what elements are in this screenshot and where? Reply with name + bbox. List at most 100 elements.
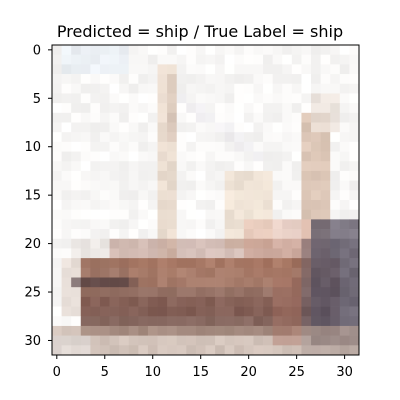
image-pixel: [186, 122, 197, 133]
image-pixel: [349, 132, 360, 143]
image-pixel: [138, 93, 149, 104]
image-pixel: [301, 267, 312, 278]
image-pixel: [311, 200, 321, 211]
image-pixel: [80, 209, 91, 220]
image-pixel: [80, 258, 91, 269]
image-pixel: [90, 64, 101, 75]
image-pixel: [61, 64, 72, 75]
image-pixel: [80, 83, 91, 94]
image-pixel: [291, 190, 302, 201]
image-pixel: [147, 248, 158, 259]
image-pixel: [291, 296, 302, 307]
image-pixel: [282, 306, 293, 317]
image-pixel: [311, 345, 321, 356]
image-pixel: [61, 306, 72, 317]
image-pixel: [138, 258, 149, 269]
image-pixel: [282, 200, 293, 211]
image-pixel: [138, 83, 149, 94]
image-pixel: [311, 180, 321, 191]
image-pixel: [147, 287, 158, 298]
image-pixel: [311, 122, 321, 133]
image-pixel: [349, 287, 360, 298]
image-pixel: [176, 287, 187, 298]
image-pixel: [243, 141, 254, 152]
image-pixel: [311, 93, 321, 104]
image-pixel: [243, 345, 254, 356]
image-pixel: [282, 190, 293, 201]
image-pixel: [52, 316, 62, 327]
image-pixel: [80, 161, 91, 172]
image-pixel: [243, 54, 254, 65]
image-pixel: [109, 229, 120, 240]
image-pixel: [282, 229, 293, 240]
image-pixel: [61, 180, 72, 191]
image-pixel: [282, 209, 293, 220]
image-pixel: [71, 103, 82, 114]
image-pixel: [224, 180, 235, 191]
image-pixel: [234, 296, 245, 307]
image-pixel: [176, 238, 187, 249]
image-pixel: [52, 267, 62, 278]
image-pixel: [311, 229, 321, 240]
image-pixel: [109, 170, 120, 181]
image-pixel: [195, 103, 206, 114]
image-pixel: [176, 345, 187, 356]
image-pixel: [282, 219, 293, 230]
image-pixel: [80, 122, 91, 133]
image-pixel: [330, 345, 341, 356]
image-pixel: [253, 316, 264, 327]
image-pixel: [71, 229, 82, 240]
image-pixel: [311, 64, 321, 75]
image-pixel: [243, 229, 254, 240]
image-pixel: [119, 64, 130, 75]
image-pixel: [263, 141, 274, 152]
image-pixel: [205, 200, 216, 211]
image-pixel: [272, 141, 283, 152]
image-pixel: [234, 209, 245, 220]
image-pixel: [90, 345, 101, 356]
image-pixel: [176, 277, 187, 288]
image-pixel: [90, 306, 101, 317]
image-pixel: [253, 83, 264, 94]
image-pixel: [71, 345, 82, 356]
image-pixel: [186, 161, 197, 172]
image-pixel: [109, 345, 120, 356]
image-pixel: [99, 345, 110, 356]
image-pixel: [167, 93, 178, 104]
image-pixel: [195, 267, 206, 278]
image-pixel: [339, 316, 350, 327]
image-pixel: [291, 64, 302, 75]
image-pixel: [157, 132, 168, 143]
image-pixel: [263, 151, 274, 162]
image-pixel: [176, 229, 187, 240]
y-tick-label: 5: [33, 92, 41, 107]
image-pixel: [128, 287, 139, 298]
image-pixel: [109, 141, 120, 152]
image-pixel: [147, 219, 158, 230]
image-pixel: [80, 170, 91, 181]
image-pixel: [147, 93, 158, 104]
image-pixel: [61, 45, 72, 56]
image-pixel: [282, 83, 293, 94]
image-pixel: [52, 180, 62, 191]
image-pixel: [205, 103, 216, 114]
image-pixel: [339, 345, 350, 356]
image-pixel: [320, 190, 331, 201]
image-pixel: [80, 45, 91, 56]
x-axis: 0 5 10 15 20 25 30: [53, 355, 353, 380]
image-pixel: [186, 200, 197, 211]
image-pixel: [263, 267, 274, 278]
image-pixel: [205, 248, 216, 259]
image-pixel: [119, 54, 130, 65]
image-pixel: [330, 306, 341, 317]
image-pixel: [195, 277, 206, 288]
image-pixel: [301, 170, 312, 181]
image-pixel: [282, 112, 293, 123]
image-pixel: [119, 325, 130, 336]
image-pixel: [349, 74, 360, 85]
image-pixel: [272, 306, 283, 317]
image-pixel: [253, 287, 264, 298]
image-pixel: [157, 287, 168, 298]
image-pixel: [253, 335, 264, 346]
image-pixel: [109, 161, 120, 172]
